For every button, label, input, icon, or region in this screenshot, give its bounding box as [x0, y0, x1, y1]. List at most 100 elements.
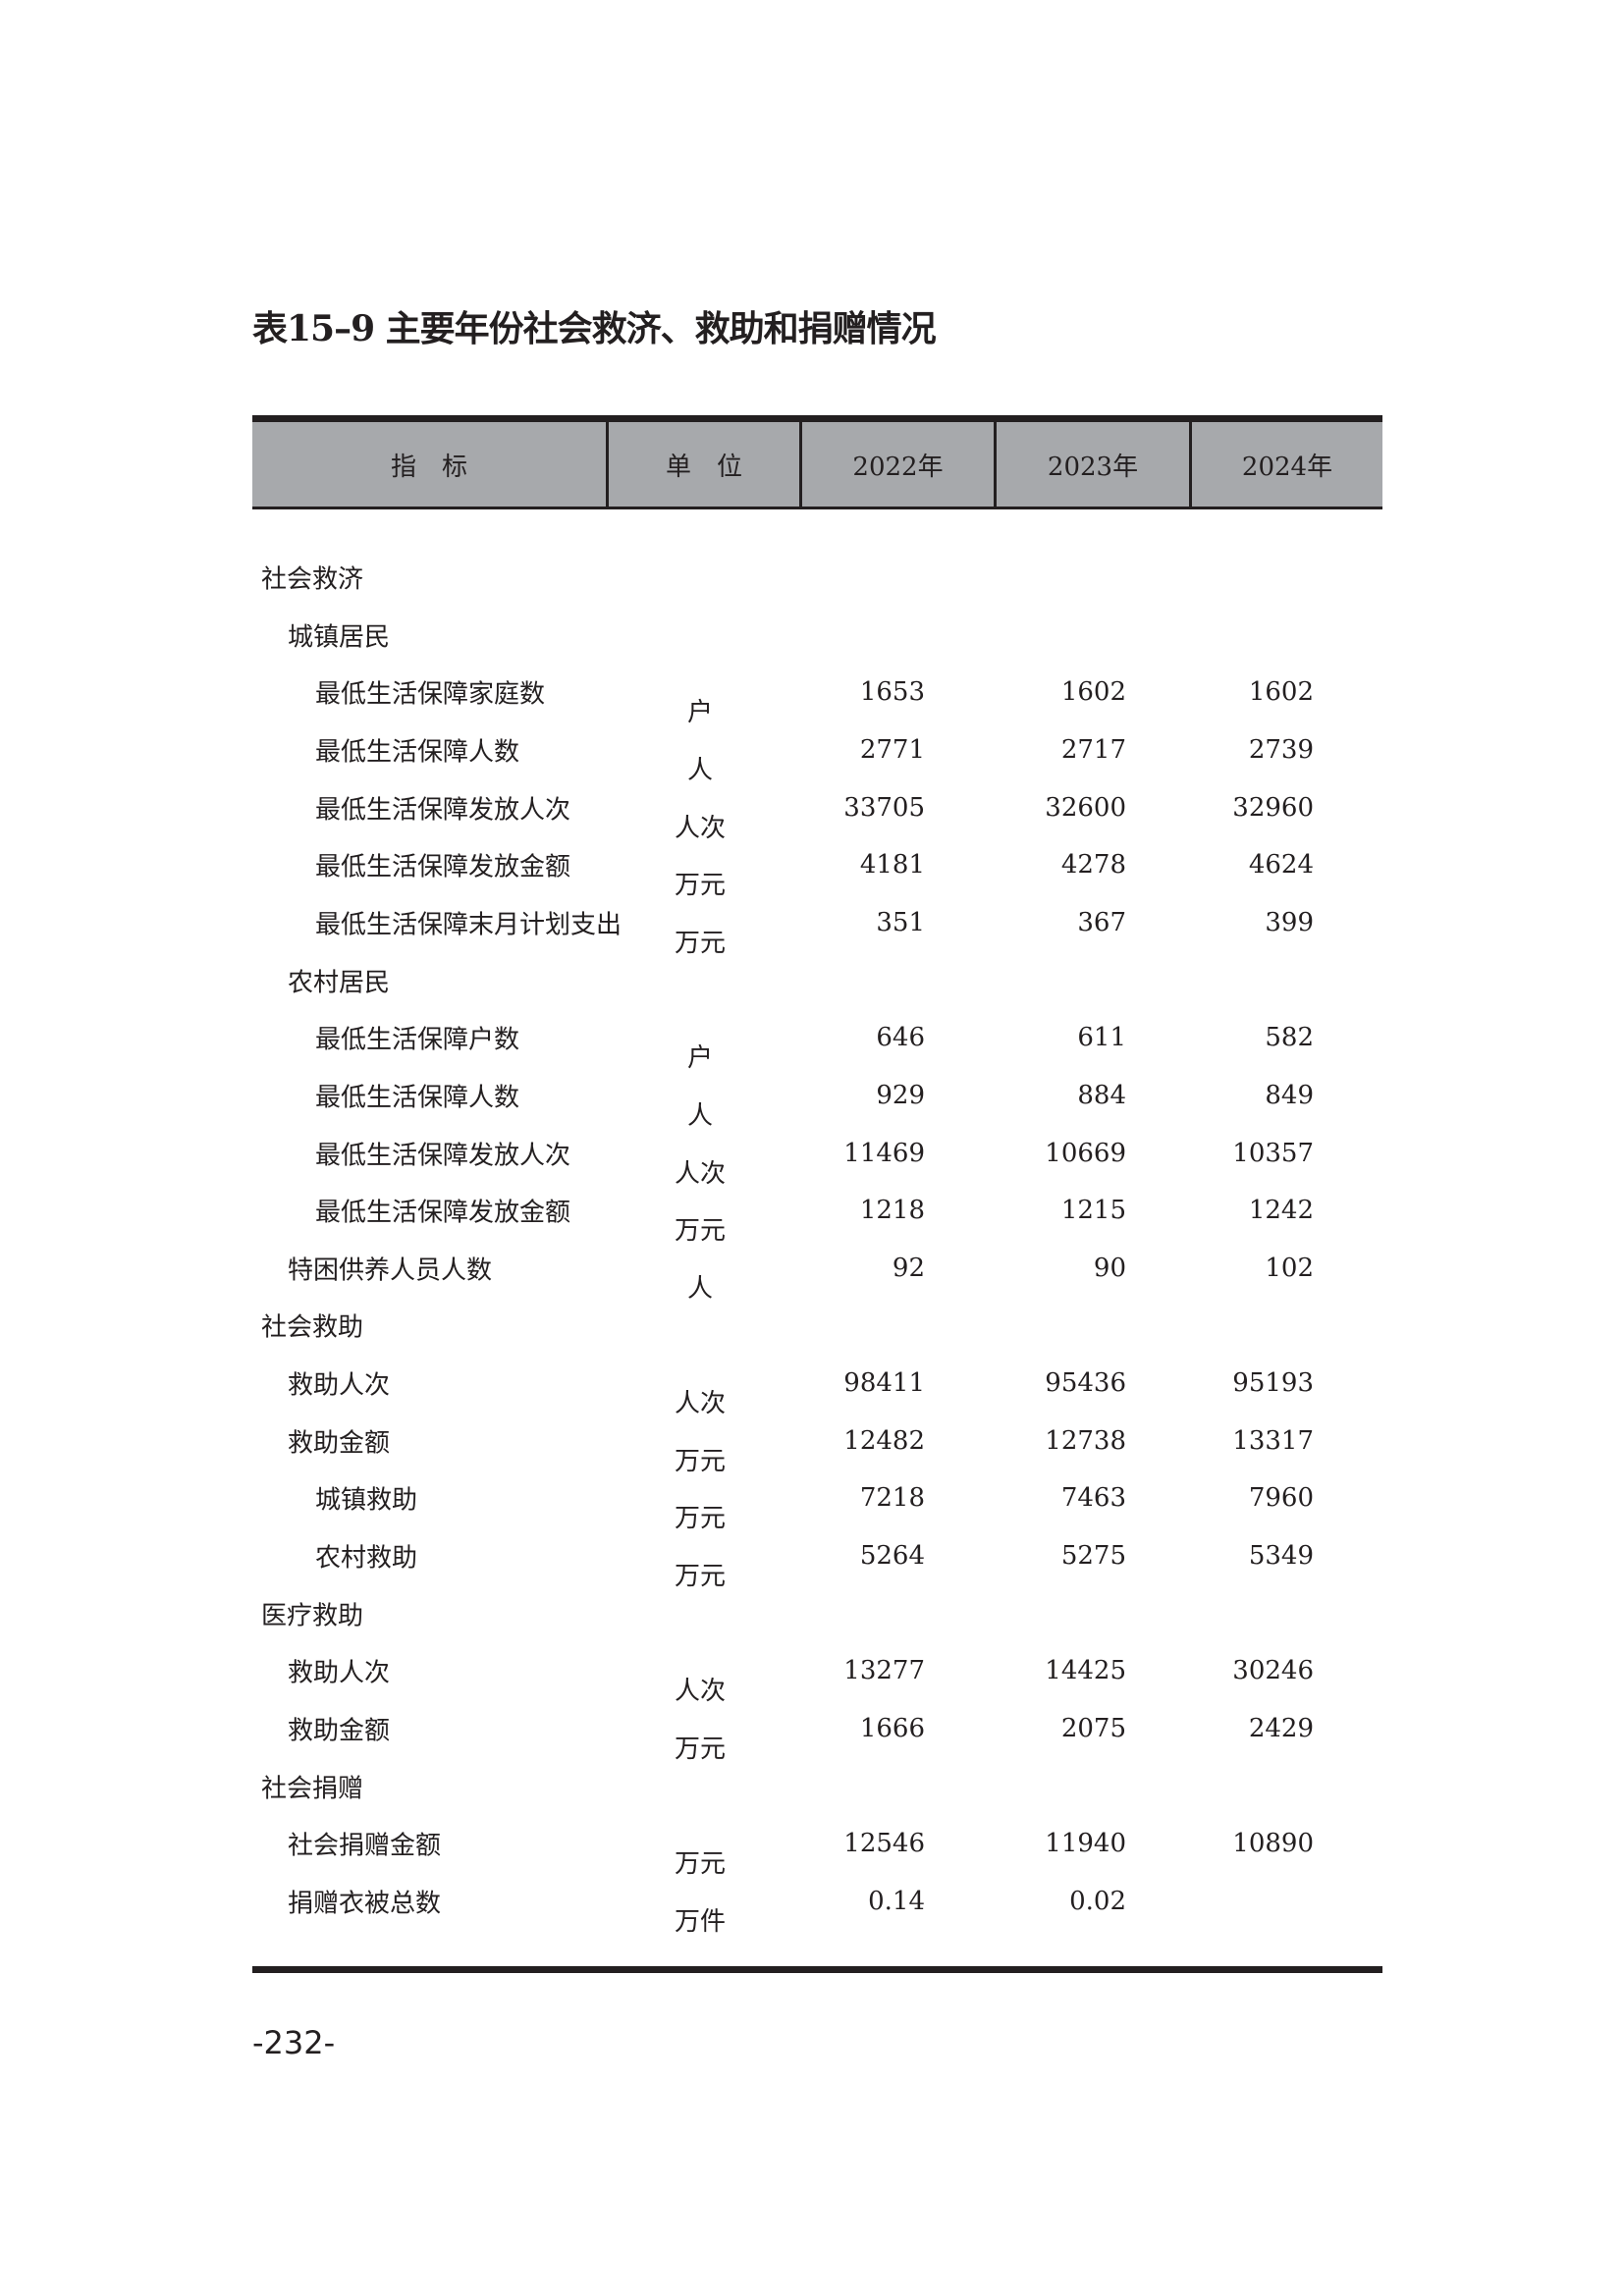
table-row: 最低生活保障人数人 2771 2717 2739: [252, 721, 1382, 785]
value-2022: 1653: [859, 677, 925, 708]
table-row: 捐赠衣被总数 万件 0.14 0.02: [252, 1873, 1382, 1937]
header-rule: [252, 507, 1382, 509]
table-row: 最低生活保障家庭数户 1653 1602 1602: [252, 664, 1382, 727]
table-row: 农村居民: [252, 952, 1382, 1009]
value-2024: 7960: [1248, 1483, 1314, 1514]
bottom-rule: [252, 1966, 1382, 1973]
value-2023: 32600: [1045, 792, 1126, 823]
value-2023: 1602: [1060, 677, 1126, 708]
row-label: 最低生活保障末月计划支出: [315, 910, 623, 940]
row-label: 最低生活保障人数: [315, 737, 520, 768]
value-2023: 12738: [1045, 1425, 1126, 1456]
row-unit: 万元: [674, 1216, 727, 1247]
row-unit: 万元: [674, 928, 727, 958]
value-2023: 2717: [1060, 734, 1126, 765]
header-2024: 2024年: [1241, 452, 1333, 482]
value-2022: 92: [892, 1253, 925, 1283]
row-unit: 人次: [674, 813, 727, 843]
value-2022: 646: [876, 1023, 925, 1053]
value-2023: 14425: [1045, 1656, 1126, 1686]
row-unit: 万元: [674, 1735, 727, 1764]
row-unit: 万元: [674, 871, 727, 901]
table-header: 指 标 单 位 2022年 2023年 2024年: [252, 422, 1382, 507]
value-2022: 11469: [843, 1138, 925, 1168]
table-row: 最低生活保障人数人 929 884 849: [252, 1067, 1382, 1131]
value-2023: 10669: [1045, 1138, 1126, 1168]
value-2022: 1666: [859, 1714, 925, 1743]
row-label: 最低生活保障家庭数: [315, 679, 546, 710]
row-label: 城镇居民: [288, 622, 391, 653]
value-2024: 849: [1265, 1080, 1314, 1110]
value-2022: 7218: [859, 1483, 925, 1514]
row-label: 社会救济: [261, 564, 364, 595]
value-2023: 367: [1077, 907, 1126, 937]
row-label: 社会捐赠金额: [288, 1831, 442, 1861]
value-2023: 4278: [1060, 850, 1126, 881]
row-unit: 人: [686, 1100, 714, 1131]
top-rule: [252, 415, 1382, 422]
row-label: 医疗救助: [261, 1601, 364, 1631]
row-unit: 户: [686, 1043, 714, 1074]
row-label: 捐赠衣被总数: [288, 1889, 442, 1919]
row-unit: 人次: [674, 1389, 727, 1419]
value-2023: 1215: [1060, 1196, 1126, 1226]
value-2024: 30246: [1232, 1656, 1314, 1686]
table-row: 社会救助: [252, 1297, 1382, 1354]
table-row: 救助人次 人次 13277 14425 30246: [252, 1642, 1382, 1706]
table-row: 最低生活保障发放人次 人次 11469 10669 10357: [252, 1125, 1382, 1189]
header-2022: 2022年: [802, 422, 997, 507]
row-unit: 万元: [674, 1562, 727, 1592]
value-2024: 4624: [1248, 850, 1314, 881]
value-2023: 2075: [1060, 1714, 1126, 1743]
value-2024: 102: [1265, 1253, 1314, 1283]
value-2022: 5264: [859, 1541, 925, 1572]
row-unit: 人次: [674, 1158, 727, 1189]
value-2023: 11940: [1045, 1829, 1126, 1859]
value-2024: 399: [1265, 907, 1314, 937]
row-label: 农村居民: [288, 968, 391, 998]
header-indicator: 指 标: [252, 422, 609, 507]
value-2022: 1218: [859, 1196, 925, 1226]
row-label: 救助人次: [288, 1370, 391, 1401]
table-row: 最低生活保障发放金额万元 4181 4278 4624: [252, 836, 1382, 900]
row-label: 农村救助: [315, 1543, 418, 1574]
row-unit: 万元: [674, 1446, 727, 1476]
row-label: 最低生活保障发放人次: [315, 1141, 571, 1170]
value-2023: 5275: [1060, 1541, 1126, 1572]
row-label: 救助金额: [288, 1716, 391, 1746]
value-2022: 2771: [859, 734, 925, 765]
row-unit: 万元: [674, 1504, 727, 1534]
row-label: 最低生活保障发放金额: [315, 852, 571, 882]
row-label: 最低生活保障户数: [315, 1025, 520, 1055]
row-unit: 万元: [674, 1849, 727, 1880]
table-row: 最低生活保障户数户 646 611 582: [252, 1009, 1382, 1073]
table-row: 农村救助 万元 5264 5275 5349: [252, 1527, 1382, 1591]
value-2024: 582: [1265, 1023, 1314, 1053]
value-2022: 929: [876, 1080, 925, 1110]
value-2022: 4181: [859, 850, 925, 881]
value-2024: 95193: [1232, 1368, 1314, 1399]
value-2024: 10890: [1232, 1829, 1314, 1859]
row-unit: 人次: [674, 1677, 727, 1707]
header-unit: 单 位: [609, 422, 802, 507]
value-2024: 2739: [1248, 734, 1314, 765]
value-2022: 12546: [843, 1829, 925, 1859]
table-row: 城镇救助 万元 7218 7463 7960: [252, 1469, 1382, 1533]
table-row: 救助人次 人次 98411 95436 95193: [252, 1355, 1382, 1418]
table-row: 最低生活保障发放金额 万元 1218 1215 1242: [252, 1182, 1382, 1246]
value-2022: 13277: [843, 1656, 925, 1686]
row-unit: 人: [686, 1273, 714, 1304]
table-row: 最低生活保障发放人次 人次 33705 32600 32960: [252, 779, 1382, 843]
table-row: 救助金额 万元 12482 12738 13317: [252, 1413, 1382, 1476]
value-2022: 12482: [843, 1425, 925, 1456]
table-row: 特困供养人员人数人 92 90 102: [252, 1240, 1382, 1304]
header-2023: 2023年: [997, 422, 1192, 507]
page-number: -232-: [252, 2024, 336, 2061]
row-label: 最低生活保障发放人次: [315, 795, 571, 826]
value-2022: 351: [876, 907, 925, 937]
value-2024: 1242: [1248, 1196, 1314, 1226]
row-label: 社会捐赠: [261, 1774, 364, 1804]
row-unit: 人: [686, 755, 714, 785]
row-label: 城镇救助: [315, 1485, 418, 1516]
table-row: 城镇居民: [252, 607, 1382, 664]
